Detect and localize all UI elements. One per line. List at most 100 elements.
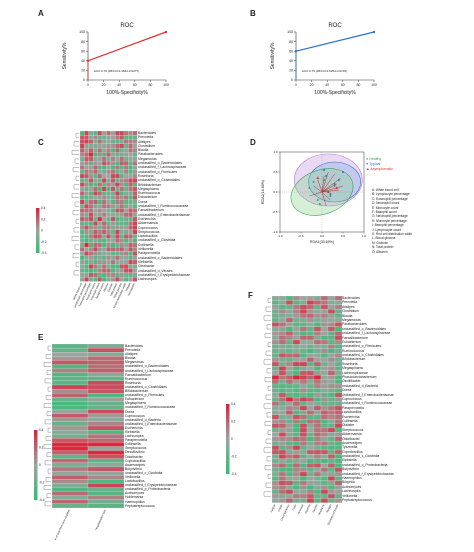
row-label: unclassified_f_Lachnospiraceae: [138, 165, 187, 170]
variable-arrow: [317, 179, 323, 193]
roc-point: [164, 30, 168, 34]
heatmap-cell: [306, 498, 315, 503]
heatmap-cell: [101, 173, 107, 179]
heatmap-cell: [278, 493, 287, 499]
heatmap-cell: [313, 401, 322, 407]
heatmap-cell: [123, 199, 129, 205]
heatmap-cell: [285, 375, 294, 380]
heatmap-cell: [110, 255, 116, 261]
heatmap-cell: [87, 364, 125, 369]
heatmap-cell: [110, 191, 116, 196]
dendrogram-branch: [45, 477, 51, 482]
heatmap-cell: [306, 388, 315, 393]
heatmap-cell: [88, 191, 94, 196]
heatmap-cell: [278, 370, 287, 376]
x-tick-label: 1.0: [362, 234, 367, 238]
heatmap-cell: [299, 432, 308, 437]
heatmap-cell: [128, 143, 133, 149]
heatmap-cell: [79, 277, 85, 282]
heatmap-cell: [128, 165, 133, 170]
heatmap-cell: [278, 344, 287, 349]
row-label: Odoribacter: [342, 436, 360, 441]
heatmap-cell: [271, 454, 280, 459]
heatmap-cell: [292, 361, 301, 367]
heatmap-cell: [306, 357, 315, 363]
variable-label: C: Eosinophil percentage: [372, 196, 408, 201]
heatmap-cell: [87, 425, 125, 431]
heatmap-cell: [128, 238, 133, 243]
variable-label: N: Total protein: [372, 245, 394, 250]
heatmap-cell: [285, 476, 294, 481]
y-tick-label: -0.5: [272, 210, 278, 214]
heatmap-cell: [271, 313, 280, 319]
heatmap-cell: [313, 309, 322, 314]
heatmap-cell: [292, 423, 301, 429]
dendrogram-branch: [75, 218, 79, 224]
heatmap-cell: [128, 182, 133, 187]
heatmap-cell: [299, 322, 308, 327]
heatmap-cell: [115, 182, 120, 187]
heatmap-cell: [119, 221, 125, 226]
heatmap-cell: [97, 135, 103, 140]
y-tick-label: 80: [81, 40, 85, 44]
heatmap-cell: [110, 277, 116, 282]
heatmap-cell: [334, 476, 343, 481]
sample-point: [335, 186, 339, 189]
heatmap-cell: [110, 178, 116, 183]
heatmap-cell: [285, 458, 294, 464]
dendrogram-branch: [45, 354, 51, 359]
y-axis-label: Sensitivity%: [62, 42, 68, 70]
roc-point: [372, 30, 376, 34]
heatmap-cell: [313, 410, 322, 415]
heatmap-cell: [87, 487, 125, 492]
heatmap-cell: [334, 419, 343, 424]
heatmap-cell: [292, 331, 301, 336]
x-tick-label: 0.0: [320, 234, 325, 238]
heatmap-cell: [306, 344, 315, 349]
heatmap-cell: [123, 242, 129, 248]
heatmap-cell: [327, 436, 336, 442]
heatmap-cell: [271, 445, 280, 451]
heatmap-cell: [106, 178, 111, 183]
row-label: Dorea: [138, 199, 148, 204]
heatmap-cell: [271, 339, 280, 345]
heatmap-cell: [132, 221, 138, 226]
panel-d-letter: D: [250, 138, 256, 147]
heatmap-cell: [320, 476, 329, 481]
heatmap-cell: [119, 216, 125, 222]
heatmap-cell: [84, 161, 89, 166]
row-label: Butyrivibrio: [342, 467, 359, 472]
heatmap-cell: [132, 191, 138, 196]
dendrogram-branch: [266, 412, 271, 418]
row-label: unclassified_f_Lachnospiraceae: [342, 331, 391, 336]
heatmap-cell: [285, 423, 294, 429]
column-label: Fatigue: [269, 503, 277, 513]
variable-arrow: [313, 185, 323, 193]
heatmap-cell: [123, 130, 129, 136]
heatmap-cell: [313, 498, 322, 503]
heatmap-cell: [97, 191, 103, 196]
heatmap-cell: [271, 295, 280, 301]
heatmap-cell: [306, 480, 315, 486]
rda-variable-list: A: White blood cell B: Lymphocyte percent…: [372, 188, 462, 268]
heatmap-cell: [271, 414, 280, 420]
heatmap-cell: [51, 405, 89, 410]
x-tick-label: 60: [341, 83, 345, 87]
heatmap-cell: [79, 182, 85, 187]
heatmap-cell: [132, 152, 138, 157]
heatmap-cell: [334, 309, 343, 314]
row-label: unclassified_o_Clostridiales: [342, 353, 384, 358]
heatmap-cell: [88, 204, 94, 209]
heatmap-cell: [119, 225, 125, 230]
panel-a-letter: A: [38, 9, 44, 18]
heatmap-cell: [278, 463, 287, 468]
colorbar-label: 0: [39, 463, 41, 467]
row-label: Bacteroides: [342, 296, 360, 300]
heatmap-cell: [132, 251, 138, 256]
heatmap-cell: [132, 165, 138, 170]
heatmap-cell: [106, 130, 111, 136]
heatmap-cell: [87, 409, 125, 414]
heatmap-cell: [101, 216, 107, 222]
heatmap-cell: [51, 413, 89, 418]
heatmap-cell: [327, 313, 336, 319]
